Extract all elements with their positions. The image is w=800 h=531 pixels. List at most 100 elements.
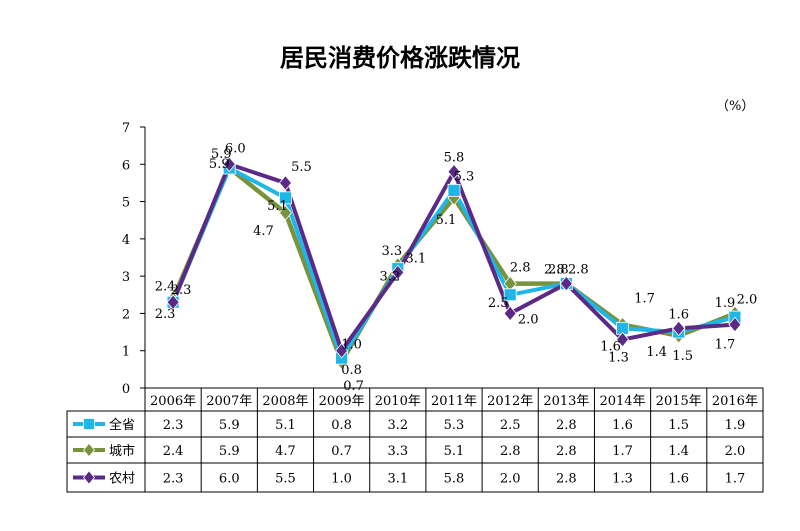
unit-label: （%） (716, 99, 755, 114)
table-cell: 3.3 (387, 444, 408, 459)
data-label: 1.3 (608, 351, 629, 366)
table-cell: 2.4 (163, 444, 184, 459)
series-marker-0 (279, 191, 292, 205)
x-category-label: 2006年 (150, 394, 196, 409)
x-category-label: 2011年 (431, 394, 477, 409)
y-tick-label: 2 (122, 307, 130, 322)
data-label: 2.3 (171, 283, 192, 298)
table-cell: 5.9 (219, 418, 240, 433)
data-label: 5.5 (291, 160, 312, 175)
series-marker-2 (503, 305, 517, 322)
data-label: 2.0 (737, 292, 758, 307)
data-label: 1.0 (341, 338, 362, 353)
data-label: 2.4 (155, 280, 176, 295)
data-label: 1.6 (600, 339, 621, 354)
table-cell: 0.8 (331, 418, 352, 433)
data-label: 2.8 (510, 261, 531, 276)
legend-swatch-marker (82, 470, 96, 485)
series-marker-0 (503, 288, 517, 302)
series-marker-2 (672, 320, 686, 337)
table-cell: 1.4 (668, 444, 689, 459)
data-label: 2.8 (568, 263, 589, 278)
series-marker-1 (278, 204, 292, 221)
series-marker-2 (391, 264, 405, 281)
table-cell: 1.6 (668, 472, 689, 487)
series-marker-2 (335, 342, 349, 359)
y-tick-label: 7 (122, 121, 130, 136)
data-label: 2.8 (548, 263, 569, 278)
table-cell: 2.8 (500, 444, 521, 459)
x-category-label: 2008年 (262, 394, 308, 409)
series-marker-2 (278, 175, 292, 191)
table-cell: 1.7 (725, 472, 746, 487)
legend-swatch-marker (82, 442, 96, 458)
data-label: 5.1 (436, 213, 457, 228)
data-label: 2.5 (488, 296, 509, 311)
data-label: 0.8 (341, 363, 362, 378)
table-cell: 2.8 (556, 444, 577, 459)
chart-title: 居民消费价格涨跌情况 (280, 44, 520, 72)
series-marker-2 (222, 156, 236, 173)
y-tick-label: 4 (122, 233, 130, 248)
x-category-label: 2016年 (712, 394, 758, 409)
legend-label: 农村 (109, 472, 135, 487)
table-cell: 1.6 (612, 418, 633, 433)
data-label: 5.9 (209, 157, 230, 172)
data-label: 1.7 (715, 338, 736, 353)
table-cell: 1.9 (725, 418, 746, 433)
table-cell: 1.0 (331, 472, 352, 487)
series-marker-2 (447, 163, 461, 180)
x-category-label: 2009年 (319, 394, 365, 409)
series-marker-2 (616, 331, 630, 348)
legend-swatch-marker (83, 418, 95, 430)
data-label: 2.8 (544, 263, 565, 278)
x-category-label: 2010年 (375, 394, 421, 409)
data-table: 2006年 2007年 2008年 2009年 2010年 2011年 2012年 2013年… (66, 387, 764, 493)
table-cell: 5.1 (275, 418, 296, 433)
series-marker-0 (447, 183, 461, 197)
data-label: 3.1 (405, 251, 426, 266)
table-cell: 5.5 (275, 472, 296, 487)
data-label: 2.0 (518, 312, 539, 327)
legend-label: 全省 (109, 417, 135, 433)
data-label: 5.8 (444, 151, 465, 166)
series-marker-2 (728, 316, 742, 333)
table-cell: 2.0 (725, 444, 746, 459)
x-category-label: 2012年 (487, 394, 533, 409)
data-label: 4.7 (253, 224, 274, 239)
x-category-label: 2013年 (543, 394, 589, 409)
series-marker-2 (559, 275, 573, 292)
data-label: 3.2 (379, 270, 400, 285)
table-cell: 2.3 (163, 418, 184, 433)
data-label: 6.0 (225, 141, 246, 156)
series-marker-2 (166, 294, 180, 311)
table-cell: 2.0 (500, 472, 521, 487)
table-cell: 2.8 (556, 418, 577, 433)
x-category-label: 2014年 (599, 394, 645, 409)
table-cell: 2.8 (556, 472, 577, 487)
table-cell: 1.5 (668, 418, 689, 433)
data-label: 0.7 (343, 379, 364, 394)
x-category-label: 2015年 (656, 394, 702, 409)
y-tick-label: 0 (122, 382, 130, 397)
data-label: 1.4 (646, 345, 667, 360)
table-cell: 0.7 (331, 444, 352, 459)
data-label: 1.9 (715, 296, 736, 311)
data-label: 1.6 (668, 307, 689, 322)
data-label: 1.5 (672, 349, 693, 364)
table-cell: 5.9 (219, 444, 240, 459)
data-label: 2.3 (155, 307, 176, 322)
table-cell: 1.3 (612, 472, 633, 487)
table-cell: 6.0 (219, 472, 240, 487)
data-label: 5.9 (211, 147, 232, 162)
data-label: 3.3 (381, 244, 402, 259)
y-tick-label: 5 (122, 196, 130, 211)
table-cell: 1.7 (612, 444, 633, 459)
data-label: 1.7 (634, 292, 655, 307)
table-cell: 4.7 (275, 444, 296, 459)
y-tick-label: 1 (122, 345, 130, 360)
y-tick-label: 3 (122, 270, 130, 285)
table-cell: 3.2 (387, 418, 408, 433)
table-cell: 5.1 (444, 444, 465, 459)
